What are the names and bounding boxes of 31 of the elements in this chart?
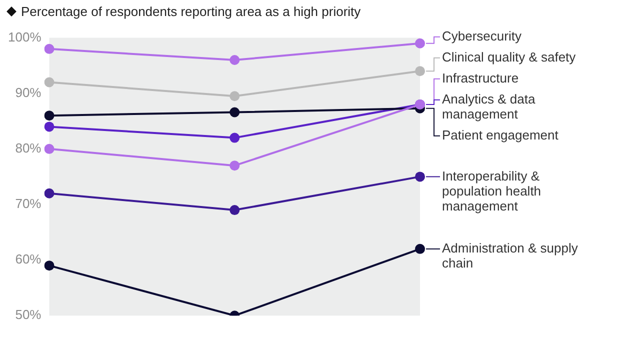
point <box>415 172 425 182</box>
y-tick-label: 80% <box>15 140 42 156</box>
point <box>44 110 54 121</box>
point <box>44 144 54 154</box>
legend-label: Cybersecurity <box>442 28 522 44</box>
y-tick-label: 70% <box>15 196 42 212</box>
point <box>415 38 425 48</box>
point <box>44 44 54 54</box>
point <box>44 122 54 132</box>
y-tick-label: 50% <box>15 307 42 322</box>
point <box>230 91 240 102</box>
series-label: Infrastructure <box>442 70 519 86</box>
legend-label: Analytics & data management <box>442 91 536 122</box>
point <box>415 66 425 76</box>
legend-label: Clinical quality & safety <box>442 49 576 64</box>
series-label: Patient engagement <box>442 127 559 142</box>
point <box>415 244 425 254</box>
point <box>230 55 240 66</box>
point <box>44 77 54 88</box>
y-tick-label: 90% <box>15 84 42 100</box>
y-tick-label: 100% <box>8 29 42 44</box>
point <box>230 132 240 143</box>
chart-title: Percentage of respondents reporting area as a high priority <box>21 4 361 18</box>
point <box>44 260 54 271</box>
legend-label: Administration & supply chain <box>442 240 578 271</box>
point <box>44 188 54 198</box>
legend-label: Interoperability & population health management <box>442 168 542 214</box>
point <box>230 107 240 118</box>
y-tick-label: 60% <box>15 252 42 267</box>
point <box>230 205 240 216</box>
point <box>230 160 240 171</box>
